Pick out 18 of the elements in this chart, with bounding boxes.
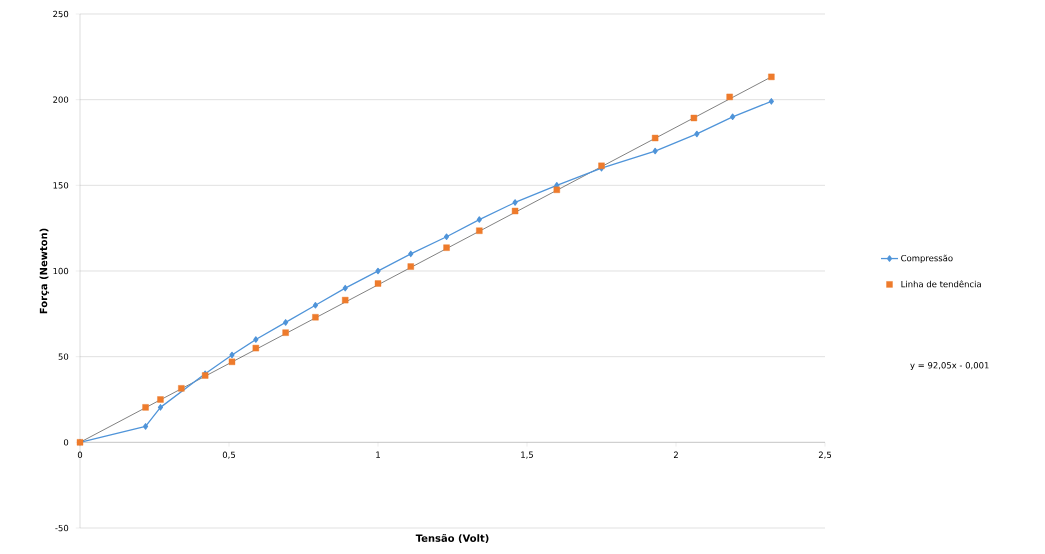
y-tick-label: 150 <box>53 182 69 189</box>
y-axis-title: Força (Newton) <box>39 228 50 314</box>
x-tick-label: 0,5 <box>222 451 235 459</box>
y-tick-label: 250 <box>53 10 69 18</box>
y-tick-label: 50 <box>58 353 69 360</box>
y-tick-label: 100 <box>53 267 69 275</box>
y-tick-label: 200 <box>53 96 69 103</box>
legend-label: Linha de tendência <box>901 280 981 288</box>
y-tick-label: -50 <box>55 524 69 532</box>
x-tick-label: 2 <box>673 451 678 458</box>
x-tick-label: 1,5 <box>521 451 533 459</box>
x-tick-label: 1 <box>376 451 380 458</box>
y-tick-label: 0 <box>63 439 69 446</box>
legend-label: Compressão <box>901 254 953 263</box>
x-tick-label: 0 <box>77 451 83 459</box>
x-axis-title: Tensão (Volt) <box>415 534 489 544</box>
x-tick-label: 2,5 <box>818 451 831 459</box>
text: y = 92,05x - 0,001 <box>910 362 989 371</box>
